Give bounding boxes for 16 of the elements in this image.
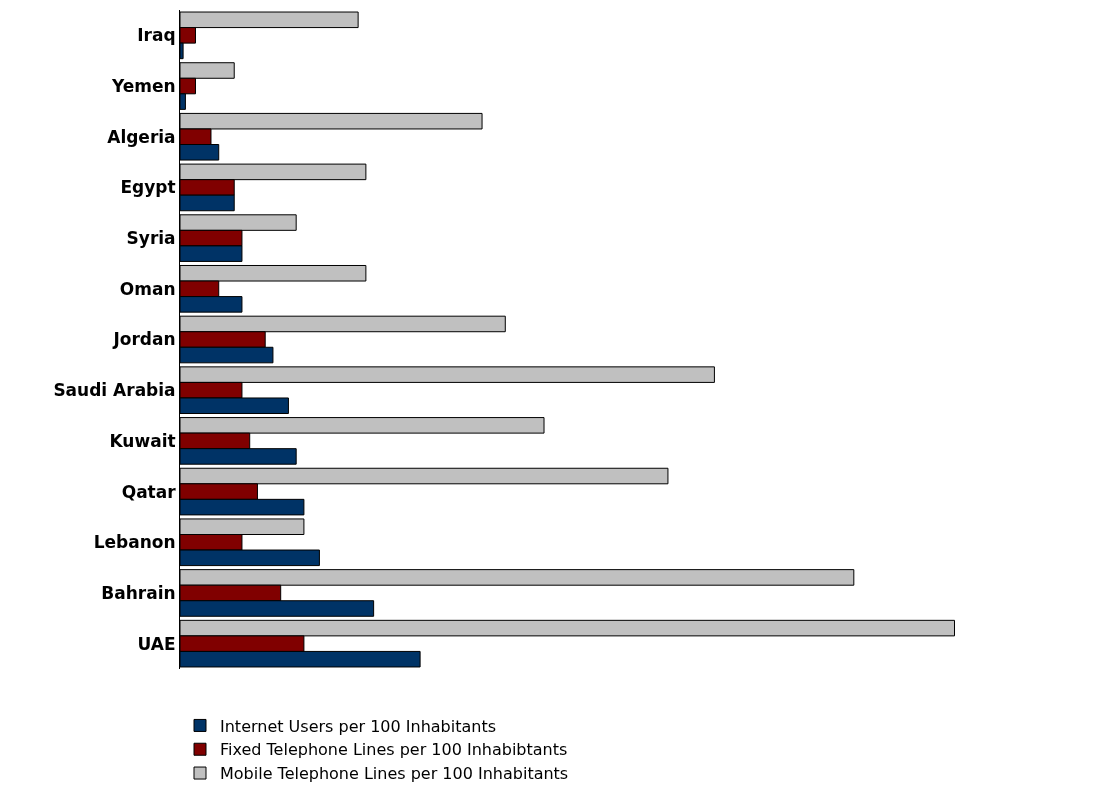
y-tick-label: Yemen: [110, 75, 176, 96]
y-tick-label: Lebanon: [93, 532, 176, 553]
y-tick-label: UAE: [137, 633, 176, 654]
y-tick-label: Syria: [126, 228, 176, 249]
y-tick-label: Saudi Arabia: [53, 380, 176, 401]
y-tick-label: Egypt: [120, 177, 176, 198]
y-tick-label: Jordan: [112, 329, 176, 350]
y-tick-label: Algeria: [107, 126, 176, 147]
y-tick-label: Qatar: [121, 481, 177, 502]
legend-label: Fixed Telephone Lines per 100 Inhabibtants: [220, 740, 568, 760]
legend-label: Internet Users per 100 Inhabitants: [220, 716, 497, 736]
y-tick-label: Iraq: [137, 25, 176, 46]
y-tick-label: Kuwait: [109, 430, 176, 451]
legend-label: Mobile Telephone Lines per 100 Inhabitants: [220, 764, 569, 784]
y-tick-label: Oman: [119, 278, 176, 299]
y-tick-label: Bahrain: [101, 582, 176, 603]
